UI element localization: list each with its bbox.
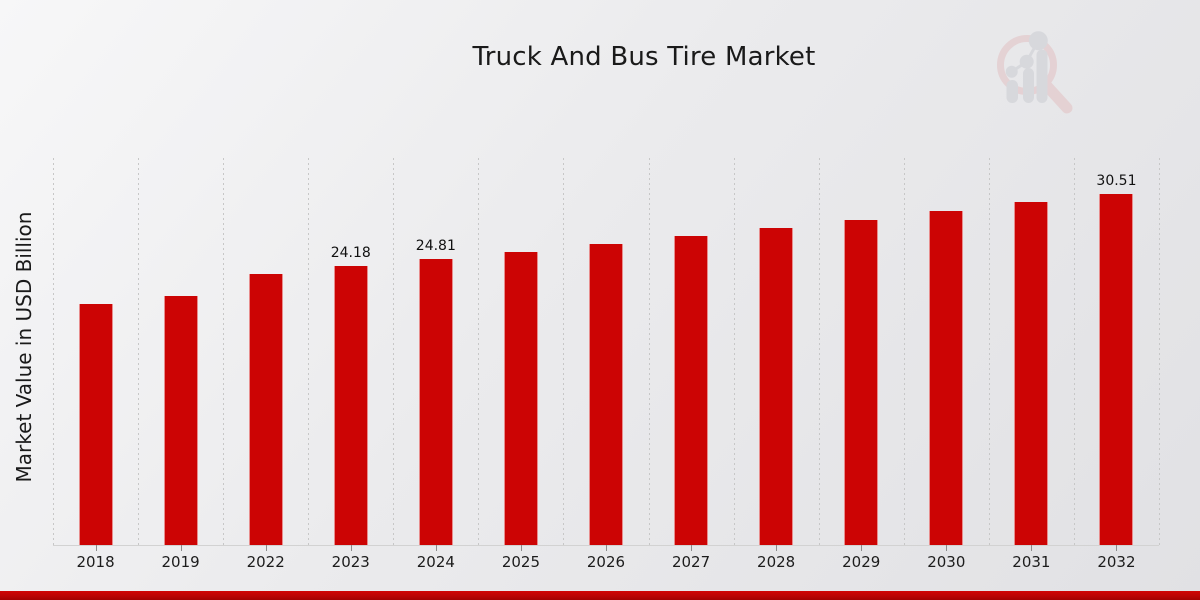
bottom-accent-strip: [0, 591, 1200, 600]
gridline: [1159, 158, 1160, 545]
chart-title: Truck And Bus Tire Market: [472, 42, 816, 72]
gridline: [308, 158, 310, 545]
x-axis-tick: [946, 545, 948, 551]
gridline: [53, 158, 54, 545]
gridline: [648, 158, 650, 545]
x-axis-tick-label: 2029: [842, 553, 881, 571]
x-axis-tick: [1116, 545, 1118, 551]
x-axis-tick: [95, 545, 97, 551]
gridline: [988, 158, 990, 545]
gridline: [818, 158, 820, 545]
x-axis-tick: [180, 545, 182, 551]
x-axis-tick: [861, 545, 863, 551]
bar-2030: [929, 211, 964, 545]
gridline: [138, 158, 140, 545]
bar-2029: [844, 220, 879, 545]
magnifier-bar-chart-logo-icon: [997, 31, 1073, 114]
x-axis-tick: [776, 545, 778, 551]
gridline: [903, 158, 905, 545]
bar-2025: [503, 252, 538, 545]
bar-2018: [78, 304, 113, 545]
bar-2032: [1099, 194, 1134, 545]
bar-2026: [589, 244, 623, 545]
x-axis-tick: [1031, 545, 1033, 551]
gridline: [733, 158, 735, 545]
bar-2031: [1014, 202, 1049, 545]
x-axis-tick-label: 2023: [331, 553, 370, 571]
x-axis-tick-label: 2025: [501, 553, 540, 571]
x-axis-tick-label: 2024: [416, 553, 455, 571]
y-axis-label: Market Value in USD Billion: [12, 211, 36, 483]
x-axis-tick-label: 2022: [246, 553, 285, 571]
x-axis-tick-label: 2028: [757, 553, 796, 571]
x-axis-tick: [435, 545, 437, 551]
gridline: [478, 158, 480, 545]
x-axis-tick-label: 2027: [671, 553, 711, 571]
x-axis-tick: [691, 545, 693, 551]
bar-value-label: 30.51: [1096, 173, 1137, 189]
bar-2024: [418, 259, 453, 545]
bar-2023: [333, 266, 368, 545]
x-axis-tick: [520, 545, 522, 551]
gridline: [223, 158, 225, 545]
bar-chart-plot: 2018 2019 2022 24.18 2023 24.81 2024 2025 2026 20…: [53, 158, 1160, 571]
x-axis-tick-label: 2032: [1097, 553, 1136, 571]
x-axis-tick: [265, 545, 267, 551]
bar-2019: [163, 296, 198, 545]
x-axis-tick: [606, 545, 607, 551]
gridline: [563, 158, 565, 545]
gridline: [1073, 158, 1075, 545]
x-axis-tick: [350, 545, 352, 551]
x-axis-tick-label: 2030: [927, 553, 966, 571]
bar-2022: [248, 274, 283, 545]
bar-2027: [674, 236, 709, 545]
x-axis-tick-label: 2019: [161, 553, 200, 571]
bar-value-label: 24.18: [330, 245, 371, 261]
gridline: [393, 158, 395, 545]
x-axis-tick-label: 2018: [76, 553, 115, 571]
x-axis-tick-label: 2031: [1012, 553, 1051, 571]
bar-2028: [759, 228, 794, 545]
bar-value-label: 24.81: [415, 238, 456, 254]
x-axis-tick-label: 2026: [586, 553, 626, 571]
